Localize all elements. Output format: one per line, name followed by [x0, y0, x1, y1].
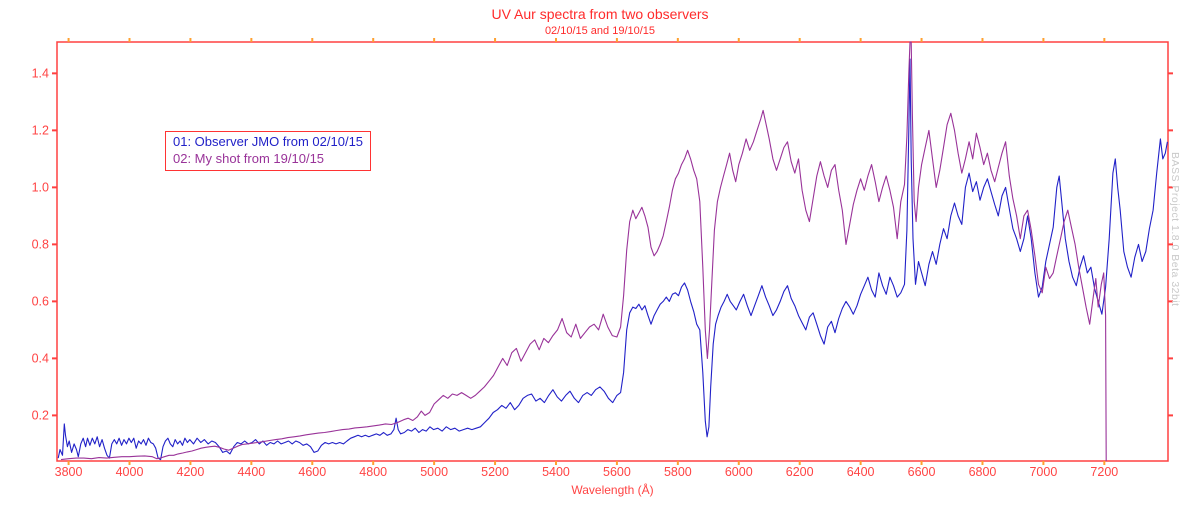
- y-tick-label: 0.4: [32, 351, 49, 365]
- x-tick-label: 7200: [1090, 465, 1118, 479]
- x-tick-label: 4200: [177, 465, 205, 479]
- spectrum-line-2: [60, 41, 1107, 462]
- y-tick-label: 0.8: [32, 237, 49, 251]
- legend-item-my-shot: 02: My shot from 19/10/15: [173, 151, 325, 166]
- legend-box: 01: Observer JMO from 02/10/15 02: My sh…: [165, 131, 372, 171]
- x-tick-label: 6000: [725, 465, 753, 479]
- y-tick-label: 1.0: [32, 180, 49, 194]
- x-tick-label: 4400: [237, 465, 265, 479]
- x-tick-label: 5200: [481, 465, 509, 479]
- y-tick-label: 0.2: [32, 408, 49, 422]
- x-tick-label: 6200: [786, 465, 814, 479]
- x-tick-label: 5600: [603, 465, 631, 479]
- x-axis-title: Wavelength (Å): [571, 483, 654, 497]
- x-tick-label: 6400: [847, 465, 875, 479]
- x-tick-label: 5000: [420, 465, 448, 479]
- x-tick-label: 7000: [1029, 465, 1057, 479]
- x-tick-label: 5400: [542, 465, 570, 479]
- plot-frame: [56, 41, 1169, 462]
- x-tick-label: 5800: [664, 465, 692, 479]
- chart-title: UV Aur spectra from two observers: [491, 6, 709, 22]
- x-tick-label: 4800: [359, 465, 387, 479]
- y-tick-label: 1.4: [32, 66, 49, 80]
- y-tick-label: 1.2: [32, 123, 49, 137]
- x-tick-label: 6600: [908, 465, 936, 479]
- legend-item-observer-jmo: 01: Observer JMO from 02/10/15: [173, 134, 364, 149]
- x-tick-label: 6800: [969, 465, 997, 479]
- spectrum-line-1: [57, 58, 1168, 461]
- x-tick-label: 3800: [55, 465, 83, 479]
- x-tick-label: 4600: [298, 465, 326, 479]
- y-tick-label: 0.6: [32, 294, 49, 308]
- chart-subtitle: 02/10/15 and 19/10/15: [544, 25, 656, 37]
- x-tick-label: 4000: [116, 465, 144, 479]
- watermark-text: BASS Project 1.8.0 Beta 32bit: [1169, 152, 1181, 307]
